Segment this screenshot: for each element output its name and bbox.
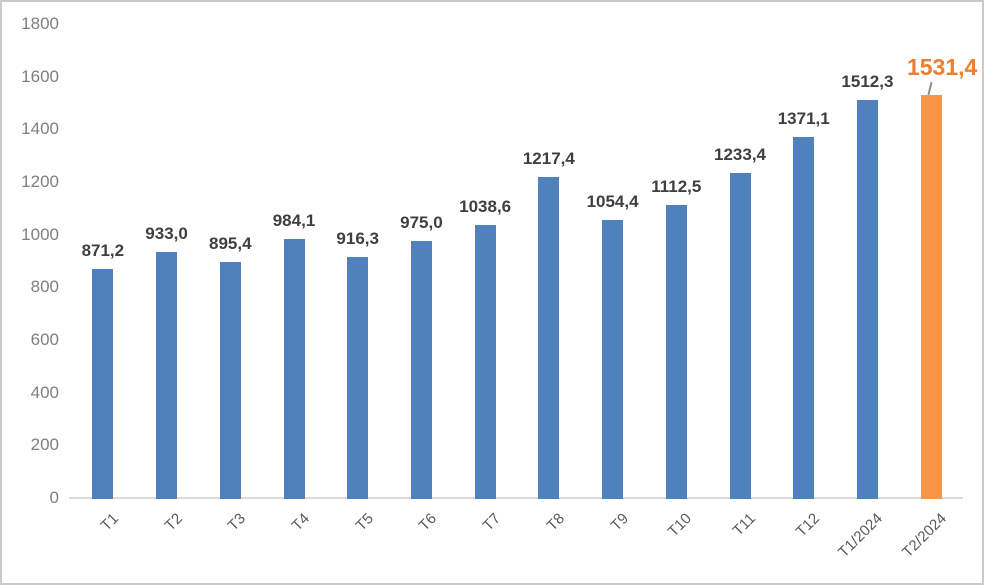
x-axis-line [69, 497, 963, 499]
value-label-T7: 1038,6 [459, 196, 512, 216]
bar-T2 [156, 252, 178, 499]
y-tick-label-200: 200 [30, 435, 59, 455]
value-label-T3: 895,4 [209, 234, 252, 254]
value-label-T4: 984,1 [272, 210, 316, 230]
bar-T8 [538, 177, 560, 499]
category-label-T8: T8 [543, 510, 568, 535]
bar-T9 [602, 220, 624, 499]
category-label-T3: T3 [224, 510, 250, 535]
value-label-T2/2024: 1531,4 [906, 53, 978, 80]
value-label-T12: 1371,1 [777, 108, 830, 128]
bar-T10 [665, 205, 687, 499]
y-tick-label-600: 600 [30, 330, 59, 349]
bar-T11 [729, 173, 751, 499]
y-tick-label-0: 0 [49, 488, 59, 507]
value-label-T1: 871,2 [81, 240, 125, 260]
value-label-T2: 933,0 [145, 224, 188, 244]
value-label-T10: 1112,5 [651, 177, 702, 197]
y-tick-label-1400: 1400 [21, 119, 59, 139]
y-tick-label-1600: 1600 [21, 66, 59, 86]
value-label-T5: 916,3 [336, 228, 379, 248]
category-label-T11: T11 [729, 510, 760, 540]
bar-T5 [347, 256, 369, 499]
value-label-T8: 1217,4 [522, 149, 575, 169]
highlight-bar-T2/2024 [920, 94, 942, 499]
category-label-T9: T9 [607, 510, 632, 535]
y-tick-label-1800: 1800 [21, 14, 59, 33]
y-tick-label-1000: 1000 [21, 224, 59, 244]
category-label-T4: T4 [288, 510, 314, 535]
value-label-T9: 1054,4 [586, 192, 639, 212]
bar-T1/2024 [856, 99, 878, 499]
category-label-T2: T2 [161, 510, 186, 535]
category-label-T5: T5 [352, 510, 377, 535]
value-label-T11: 1233,4 [714, 145, 766, 165]
y-tick-label-400: 400 [30, 382, 59, 402]
bar-T3 [219, 262, 241, 499]
category-label-T6: T6 [416, 510, 441, 535]
bar-T7 [474, 224, 496, 499]
leader-line [927, 81, 933, 95]
category-label-T10: T10 [664, 510, 696, 541]
value-label-T1/2024: 1512,3 [841, 71, 894, 91]
category-label-T1/2024: T1/2024 [835, 510, 887, 561]
category-label-T2/2024: T2/2024 [899, 510, 951, 561]
y-tick-label-800: 800 [30, 277, 59, 297]
bar-T12 [793, 136, 815, 499]
category-label-T1: T1 [97, 510, 122, 535]
bar-T4 [283, 238, 305, 499]
y-tick-label-1200: 1200 [21, 172, 59, 191]
category-label-T7: T7 [479, 510, 505, 535]
category-label-T12: T12 [792, 510, 823, 541]
bar-T6 [410, 241, 432, 499]
value-label-T6: 975,0 [400, 213, 443, 233]
bar-T1 [92, 268, 114, 499]
